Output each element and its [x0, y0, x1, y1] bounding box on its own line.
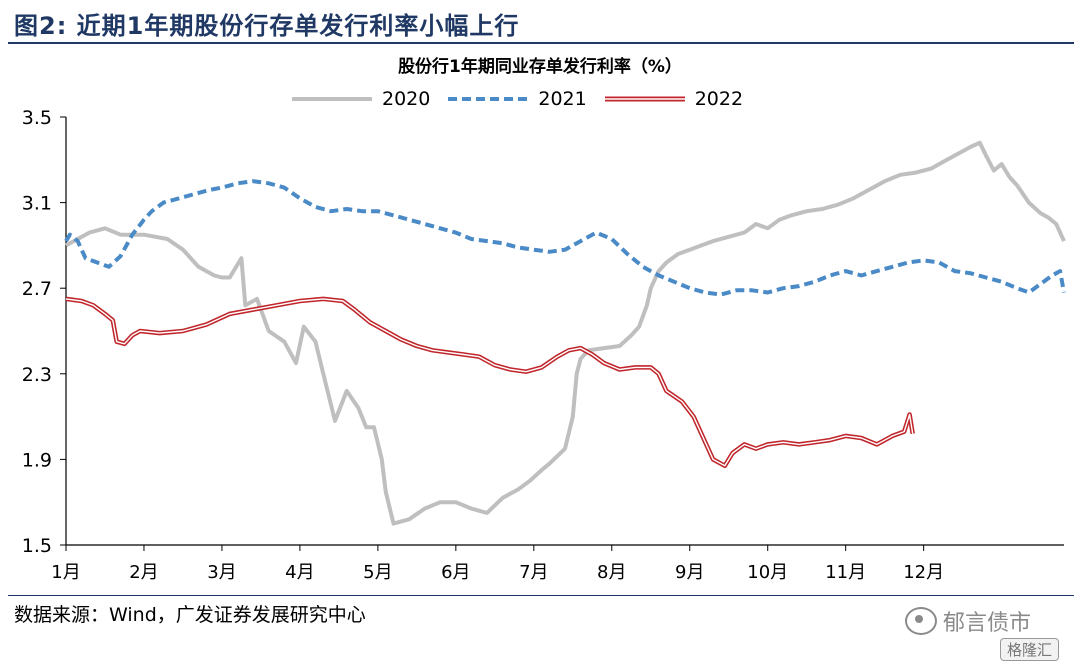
figure-title: 图2: 近期1年期股份行存单发行利率小幅上行	[14, 6, 519, 41]
y-tick-label: 1.9	[22, 449, 52, 471]
series-2021-line	[64, 179, 1066, 297]
legend-swatch-2022	[604, 96, 685, 102]
y-tick-label: 1.5	[22, 535, 52, 557]
x-tick-label: 3月	[207, 562, 236, 583]
series-2020-line	[65, 140, 1066, 526]
title-divider	[8, 42, 1074, 44]
y-tick-label: 2.7	[22, 278, 52, 300]
x-tick-label: 2月	[129, 562, 158, 583]
legend-item-2022: 2022	[604, 88, 744, 110]
legend-swatch-2020	[292, 97, 372, 101]
chart-legend: 2020 2021 2022	[292, 88, 743, 110]
x-tick-label: 5月	[363, 562, 392, 583]
line-chart: 3.5 3.1 2.7 2.3 1.9 1.5 1月 2月 3月 4月 5月 6月 7月 8月 9月 10月 1…	[22, 107, 1066, 583]
y-tick-label: 2.3	[22, 364, 52, 386]
wechat-icon	[905, 607, 937, 635]
y-tick-label: 3.5	[22, 107, 52, 129]
watermark-text: 郁言债市	[943, 611, 1032, 636]
series-2022-line	[65, 296, 915, 469]
x-tick-label: 10月	[747, 562, 788, 583]
legend-label-2021: 2021	[538, 88, 587, 110]
x-tick-label: 1月	[51, 562, 80, 583]
x-tick-label: 9月	[675, 562, 704, 583]
source-note: 数据来源：Wind，广发证券发展研究中心	[14, 604, 366, 626]
x-tick-label: 7月	[519, 562, 548, 583]
chart-title: 股份行1年期同业存单发行利率（%）	[398, 57, 682, 77]
x-tick-label: 12月	[903, 562, 944, 583]
y-tick-label: 3.1	[22, 193, 52, 215]
brand-badge: 格隆汇	[1000, 638, 1060, 661]
figure-label: 图2:	[14, 12, 68, 40]
x-tick-label: 6月	[441, 562, 470, 583]
series-2022-line-inner	[65, 298, 914, 467]
footer-divider	[8, 595, 1074, 596]
legend-item-2021: 2021	[448, 88, 587, 110]
figure-title-text: 近期1年期股份行存单发行利率小幅上行	[76, 12, 520, 40]
x-tick-label: 4月	[285, 562, 314, 583]
legend-label-2020: 2020	[382, 88, 431, 110]
x-tick-label: 8月	[597, 562, 626, 583]
legend-label-2022: 2022	[694, 88, 744, 110]
x-tick-label: 11月	[825, 562, 866, 583]
legend-item-2020: 2020	[292, 88, 430, 110]
watermark: 郁言债市	[905, 605, 1031, 637]
